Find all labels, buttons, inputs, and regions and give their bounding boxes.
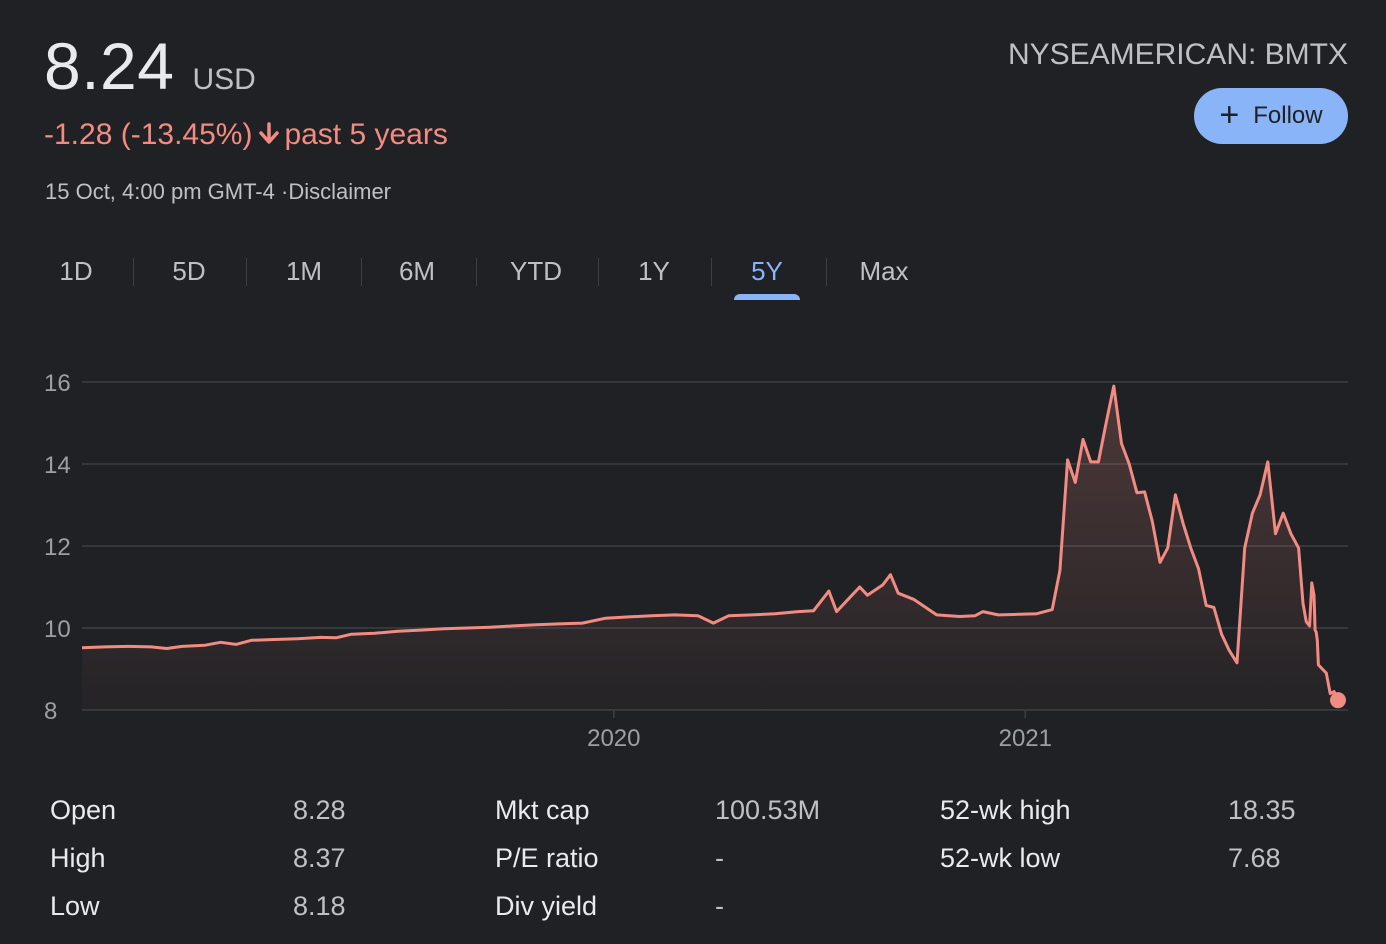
stat-value-pe-ratio: - [715, 843, 724, 873]
tab-6m[interactable]: 6M [398, 255, 436, 286]
tab-max[interactable]: Max [859, 255, 909, 286]
x-tick-label: 2021 [999, 725, 1052, 752]
timestamp: 15 Oct, 4:00 pm GMT-4 [45, 179, 275, 204]
current-price: 8.24 [44, 29, 175, 103]
tab-divider [246, 258, 247, 286]
stat-value-div-yield: - [715, 891, 724, 921]
tab-5d[interactable]: 5D [172, 255, 206, 286]
stat-label-pe-ratio: P/E ratio [495, 843, 599, 873]
plus-icon: + [1219, 95, 1240, 134]
tab-divider [361, 258, 362, 286]
stat-value-low: 8.18 [293, 891, 346, 921]
stat-label-high: High [50, 843, 106, 873]
price-chart[interactable]: 8 10 12 14 16 2020 2021 [0, 330, 1386, 760]
price-change: -1.28 (-13.45%) past 5 years [44, 118, 448, 152]
price-block: 8.24 USD [44, 28, 256, 104]
tab-divider [476, 258, 477, 286]
tab-divider [133, 258, 134, 286]
y-tick-label: 10 [44, 616, 71, 643]
stat-value-high: 8.37 [293, 843, 346, 873]
stat-value-mkt-cap: 100.53M [715, 795, 821, 825]
tab-1d[interactable]: 1D [59, 255, 93, 286]
tab-divider [826, 258, 827, 286]
stat-value-52wk-low: 7.68 [1228, 843, 1281, 873]
price-area [82, 386, 1338, 710]
price-line [81, 384, 1340, 701]
stat-label-52wk-low: 52-wk low [940, 843, 1061, 873]
tab-divider [711, 258, 712, 286]
follow-button[interactable]: + Follow [1194, 88, 1348, 144]
y-tick-label: 16 [44, 370, 71, 397]
ticker-symbol: NYSEAMERICAN: BMTX [1007, 38, 1348, 71]
timestamp-line: 15 Oct, 4:00 pm GMT-4 ·Disclaimer [45, 179, 391, 205]
disclaimer-link[interactable]: ·Disclaimer [281, 179, 391, 204]
y-tick-label: 8 [44, 698, 57, 725]
current-price-dot [1330, 692, 1346, 709]
stat-label-open: Open [50, 795, 117, 825]
tab-1y[interactable]: 1Y [638, 255, 670, 286]
change-value: -1.28 (-13.45%) [44, 118, 253, 151]
stat-label-mkt-cap: Mkt cap [495, 795, 590, 825]
stat-label-low: Low [50, 891, 100, 921]
x-tick-label: 2020 [587, 725, 640, 752]
stat-label-div-yield: Div yield [495, 891, 598, 921]
stat-label-52wk-high: 52-wk high [940, 795, 1071, 825]
change-period: past 5 years [284, 118, 448, 151]
tab-1m[interactable]: 1M [285, 255, 323, 286]
y-tick-label: 12 [44, 534, 71, 561]
arrow-down-icon [259, 122, 280, 144]
tab-ytd[interactable]: YTD [510, 255, 562, 286]
y-axis-labels: 8 10 12 14 16 [44, 370, 71, 725]
tab-divider [598, 258, 599, 286]
x-axis: 2020 2021 [587, 710, 1052, 752]
currency-label: USD [192, 63, 256, 96]
stat-value-open: 8.28 [293, 795, 346, 825]
tab-5y[interactable]: 5Y [734, 246, 800, 300]
y-tick-label: 14 [44, 452, 71, 479]
follow-label: Follow [1253, 102, 1323, 129]
stat-value-52wk-high: 18.35 [1228, 795, 1296, 825]
